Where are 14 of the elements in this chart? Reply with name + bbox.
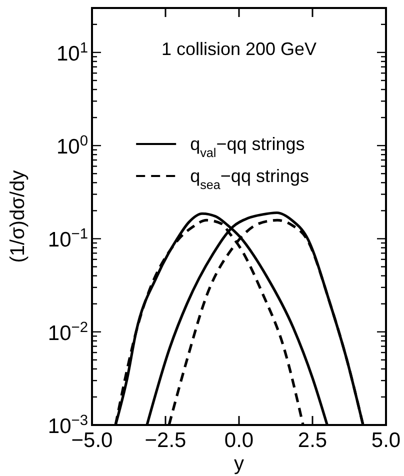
y-tick-label: 10$^{1}$ <box>56 40 88 66</box>
x-tick-label: 2.5 <box>298 429 328 452</box>
y-tick-label: 10$^{−1}$ <box>48 226 88 252</box>
x-axis-title: y <box>234 453 244 475</box>
annotation: 1 collision 200 GeV <box>161 39 317 59</box>
y-tick-label: 10$^{0}$ <box>56 134 88 159</box>
x-tick-label: 5.0 <box>371 429 401 452</box>
y-axis-title: (1/σ)dσ/dy <box>7 170 29 263</box>
x-tick-label: −2.5 <box>144 429 186 452</box>
legend-label: q$_{sea}$−qq strings <box>190 166 309 192</box>
y-tick-label: 10$^{−2}$ <box>48 320 88 345</box>
x-tick-label: 0.0 <box>224 429 254 452</box>
legend-label: q$_{val}$−qq strings <box>190 134 305 160</box>
x-tick-label: −5.0 <box>71 429 113 452</box>
